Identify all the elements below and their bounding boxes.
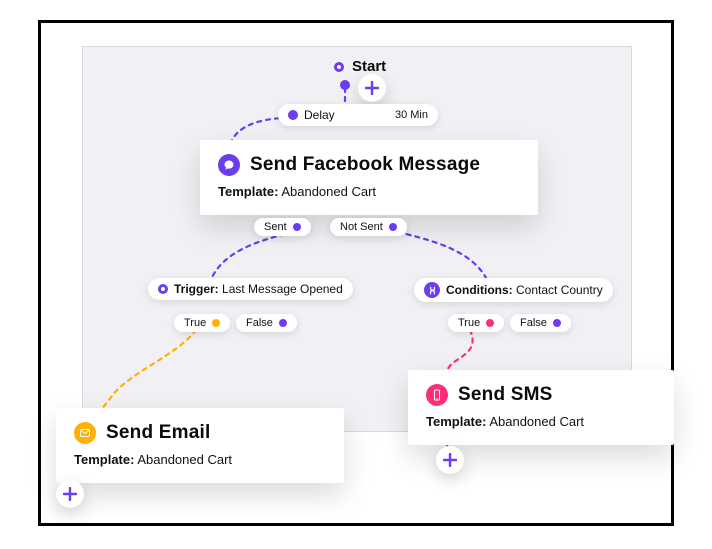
delay-label: Delay [304,108,335,122]
email-title: Send Email [106,422,210,444]
sent-dot [293,223,301,231]
send-email-card[interactable]: Send Email Template: Abandoned Cart [56,408,344,483]
delay-value: 30 Min [395,109,428,121]
start-handles [340,80,350,90]
notsent-dot [389,223,397,231]
branch-sent[interactable]: Sent [254,218,311,236]
t-false-dot [279,319,287,327]
trigger-ring-icon [158,284,168,294]
notsent-label: Not Sent [340,221,383,233]
conditions-false[interactable]: False [510,314,571,332]
send-facebook-card[interactable]: Send Facebook Message Template: Abandone… [200,140,538,215]
c-true-dot [486,319,494,327]
send-sms-card[interactable]: Send SMS Template: Abandoned Cart [408,370,674,445]
start-ring-icon [334,62,344,72]
t-true-label: True [184,317,206,329]
delay-dot-icon [288,110,298,120]
c-true-label: True [458,317,480,329]
start-node[interactable]: Start [334,58,386,75]
trigger-false[interactable]: False [236,314,297,332]
conditions-value: Contact Country [516,283,603,297]
fb-template-label: Template: [218,184,278,199]
t-true-dot [212,319,220,327]
fb-title: Send Facebook Message [250,154,480,176]
email-icon [74,422,96,444]
sms-template-label: Template: [426,414,486,429]
sms-template-value: Abandoned Cart [489,414,584,429]
phone-icon [426,384,448,406]
trigger-true[interactable]: True [174,314,230,332]
email-add-button[interactable] [56,480,84,508]
sms-title: Send SMS [458,384,553,406]
conditions-label: Conditions: [446,283,513,297]
email-template-label: Template: [74,452,134,467]
start-anchor-dot[interactable] [340,80,350,90]
conditions-true[interactable]: True [448,314,504,332]
c-false-label: False [520,317,547,329]
delay-node[interactable]: Delay 30 Min [278,104,438,126]
conditions-icon [424,282,440,298]
trigger-label: Trigger: [174,282,219,296]
c-false-dot [553,319,561,327]
t-false-label: False [246,317,273,329]
conditions-node[interactable]: Conditions: Contact Country [414,278,613,302]
fb-template-value: Abandoned Cart [281,184,376,199]
trigger-node[interactable]: Trigger: Last Message Opened [148,278,353,300]
sms-add-button[interactable] [436,446,464,474]
trigger-value: Last Message Opened [222,282,343,296]
sent-label: Sent [264,221,287,233]
start-add-button[interactable] [358,74,386,102]
email-template-value: Abandoned Cart [137,452,232,467]
chat-icon [218,154,240,176]
start-label: Start [352,58,386,75]
branch-not-sent[interactable]: Not Sent [330,218,407,236]
